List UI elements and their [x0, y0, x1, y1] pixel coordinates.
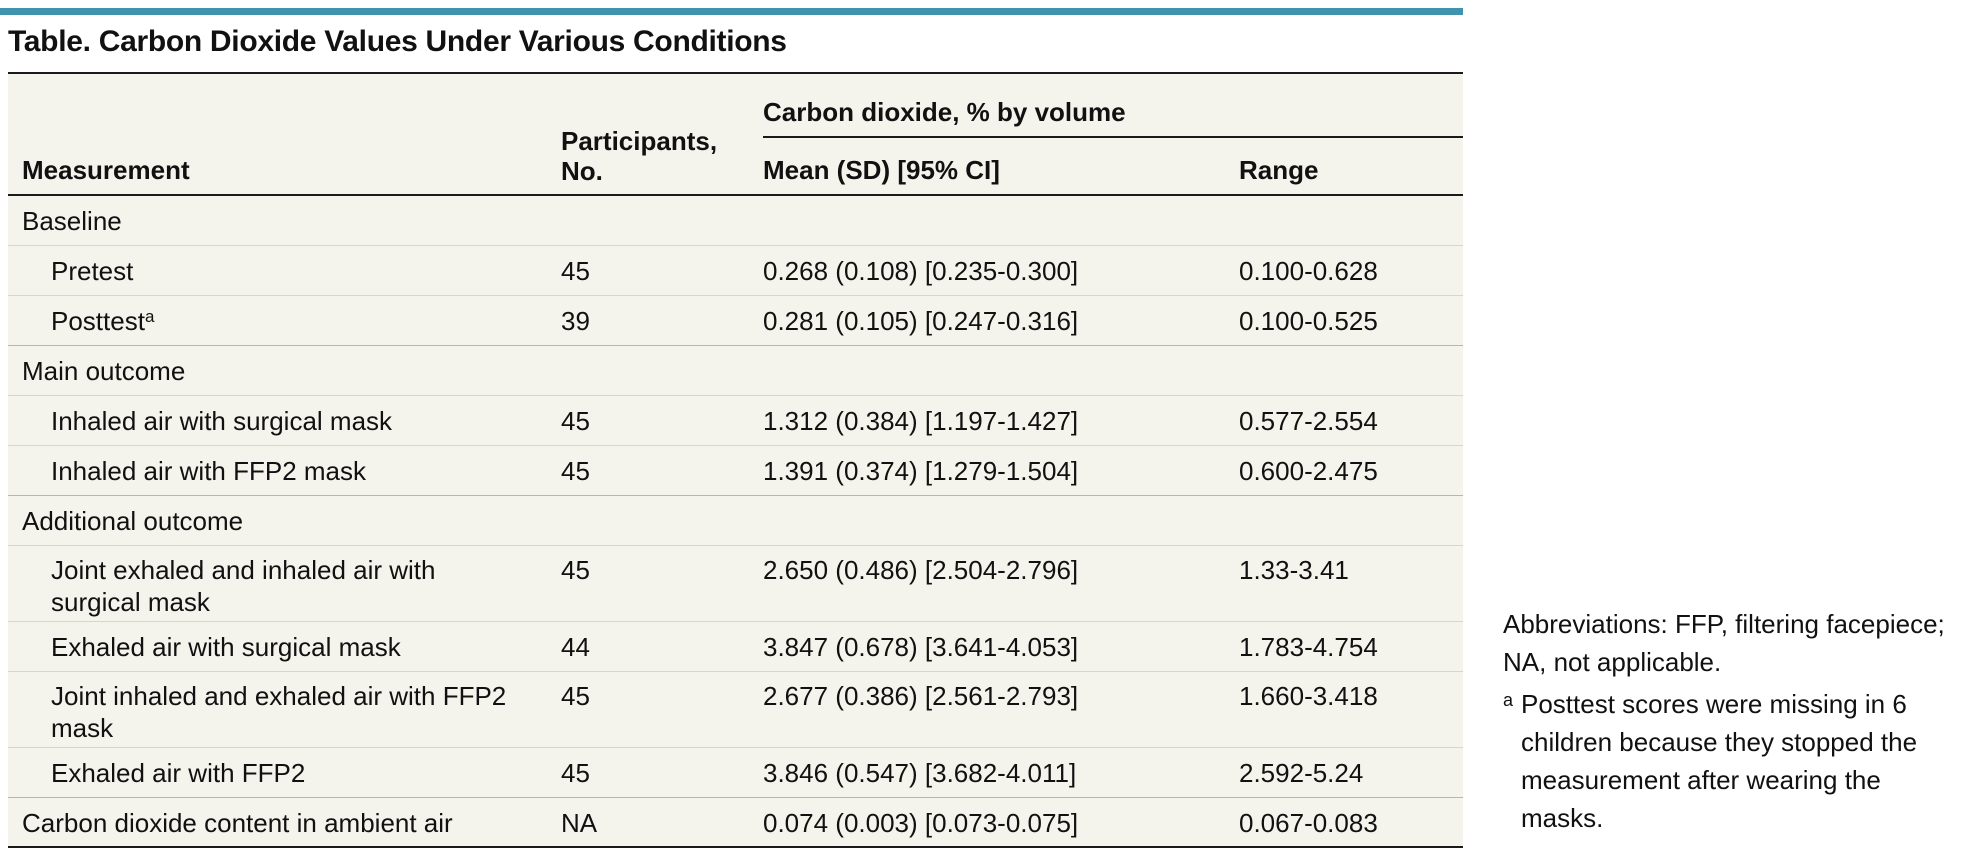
participants-cell: NA	[561, 797, 763, 848]
group-row-additional-outcome: Additional outcome	[8, 495, 1463, 546]
measurement-cell: Exhaled air with FFP2	[8, 747, 561, 798]
range-cell: 0.577-2.554	[1239, 395, 1463, 446]
group-label: Additional outcome	[8, 495, 1463, 546]
header-participants-line2: No.	[561, 156, 603, 186]
header-co2-group: Carbon dioxide, % by volume	[763, 72, 1463, 138]
table-title: Table. Carbon Dioxide Values Under Vario…	[8, 25, 787, 58]
measurement-line1: Joint exhaled and inhaled air with	[51, 554, 436, 585]
measurement-cell: Joint exhaled and inhaled air with surgi…	[8, 545, 561, 622]
measurement-cell: Pretest	[8, 245, 561, 296]
participants-cell: 45	[561, 671, 763, 748]
table-row: Pretest 45 0.268 (0.108) [0.235-0.300] 0…	[8, 245, 1463, 296]
table-row: Joint exhaled and inhaled air with surgi…	[8, 545, 1463, 622]
header-participants-line1: Participants,	[561, 126, 718, 156]
abbreviations-note: Abbreviations: FFP, filtering facepiece;…	[1503, 609, 1945, 677]
measurement-cell: Inhaled air with surgical mask	[8, 395, 561, 446]
table-row: Exhaled air with surgical mask 44 3.847 …	[8, 621, 1463, 672]
footnote-marker-ref: a	[144, 306, 155, 326]
mean-cell: 0.281 (0.105) [0.247-0.316]	[763, 295, 1239, 346]
table-row: Posttesta 39 0.281 (0.105) [0.247-0.316]…	[8, 295, 1463, 346]
range-cell: 2.592-5.24	[1239, 747, 1463, 798]
table-row: Carbon dioxide content in ambient air NA…	[8, 797, 1463, 848]
mean-cell: 3.847 (0.678) [3.641-4.053]	[763, 621, 1239, 672]
header-range: Range	[1239, 137, 1463, 196]
data-table-container: Measurement Participants, No. Carbon dio…	[8, 72, 1463, 848]
table-row: Joint inhaled and exhaled air with FFP2 …	[8, 671, 1463, 748]
measurement-cell: Posttesta	[8, 295, 561, 346]
group-row-baseline: Baseline	[8, 195, 1463, 246]
participants-cell: 39	[561, 295, 763, 346]
measurement-line1: Joint inhaled and exhaled air with FFP2	[51, 680, 507, 711]
group-label: Main outcome	[8, 345, 1463, 396]
group-label: Baseline	[8, 195, 1463, 246]
table-row: Inhaled air with surgical mask 45 1.312 …	[8, 395, 1463, 446]
mean-cell: 1.391 (0.374) [1.279-1.504]	[763, 445, 1239, 496]
participants-cell: 45	[561, 245, 763, 296]
range-cell: 0.600-2.475	[1239, 445, 1463, 496]
table-row: Inhaled air with FFP2 mask 45 1.391 (0.3…	[8, 445, 1463, 496]
header-mean: Mean (SD) [95% CI]	[763, 137, 1239, 196]
participants-cell: 44	[561, 621, 763, 672]
range-cell: 1.783-4.754	[1239, 621, 1463, 672]
range-cell: 1.33-3.41	[1239, 545, 1463, 622]
measurement-text: Posttest	[51, 305, 145, 336]
header-participants: Participants, No.	[561, 72, 763, 196]
range-cell: 0.100-0.628	[1239, 245, 1463, 296]
mean-cell: 3.846 (0.547) [3.682-4.011]	[763, 747, 1239, 798]
footnote-marker: a	[1503, 690, 1514, 710]
mean-cell: 0.268 (0.108) [0.235-0.300]	[763, 245, 1239, 296]
top-accent-rule	[0, 8, 1463, 15]
measurement-cell: Exhaled air with surgical mask	[8, 621, 561, 672]
measurement-cell: Carbon dioxide content in ambient air	[8, 797, 561, 848]
measurement-cell: Joint inhaled and exhaled air with FFP2 …	[8, 671, 561, 748]
table-notes: Abbreviations: FFP, filtering facepiece;…	[1503, 605, 1958, 837]
table-row: Exhaled air with FFP2 45 3.846 (0.547) […	[8, 747, 1463, 798]
mean-cell: 1.312 (0.384) [1.197-1.427]	[763, 395, 1239, 446]
mean-cell: 2.677 (0.386) [2.561-2.793]	[763, 671, 1239, 748]
co2-table: Measurement Participants, No. Carbon dio…	[8, 72, 1463, 848]
group-row-main-outcome: Main outcome	[8, 345, 1463, 396]
footnote-a: a Posttest scores were missing in 6 chil…	[1503, 685, 1958, 837]
range-cell: 0.100-0.525	[1239, 295, 1463, 346]
range-cell: 0.067-0.083	[1239, 797, 1463, 848]
participants-cell: 45	[561, 747, 763, 798]
footnote-text: Posttest scores were missing in 6 childr…	[1521, 689, 1918, 833]
measurement-cell: Inhaled air with FFP2 mask	[8, 445, 561, 496]
participants-cell: 45	[561, 445, 763, 496]
mean-cell: 2.650 (0.486) [2.504-2.796]	[763, 545, 1239, 622]
participants-cell: 45	[561, 545, 763, 622]
mean-cell: 0.074 (0.003) [0.073-0.075]	[763, 797, 1239, 848]
participants-cell: 45	[561, 395, 763, 446]
measurement-line2: mask	[51, 712, 114, 743]
measurement-line2: surgical mask	[51, 586, 210, 617]
range-cell: 1.660-3.418	[1239, 671, 1463, 748]
header-measurement: Measurement	[8, 72, 561, 196]
